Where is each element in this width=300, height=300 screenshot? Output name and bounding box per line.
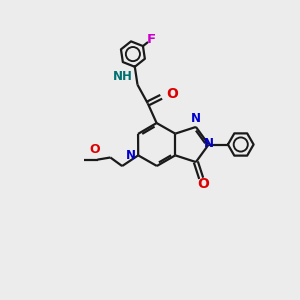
Text: O: O	[90, 143, 101, 156]
Text: N: N	[126, 149, 136, 162]
Text: N: N	[204, 137, 214, 150]
Text: N: N	[191, 112, 201, 124]
Text: F: F	[146, 33, 155, 46]
Text: NH: NH	[113, 70, 133, 83]
Text: O: O	[166, 87, 178, 101]
Text: O: O	[197, 177, 209, 191]
